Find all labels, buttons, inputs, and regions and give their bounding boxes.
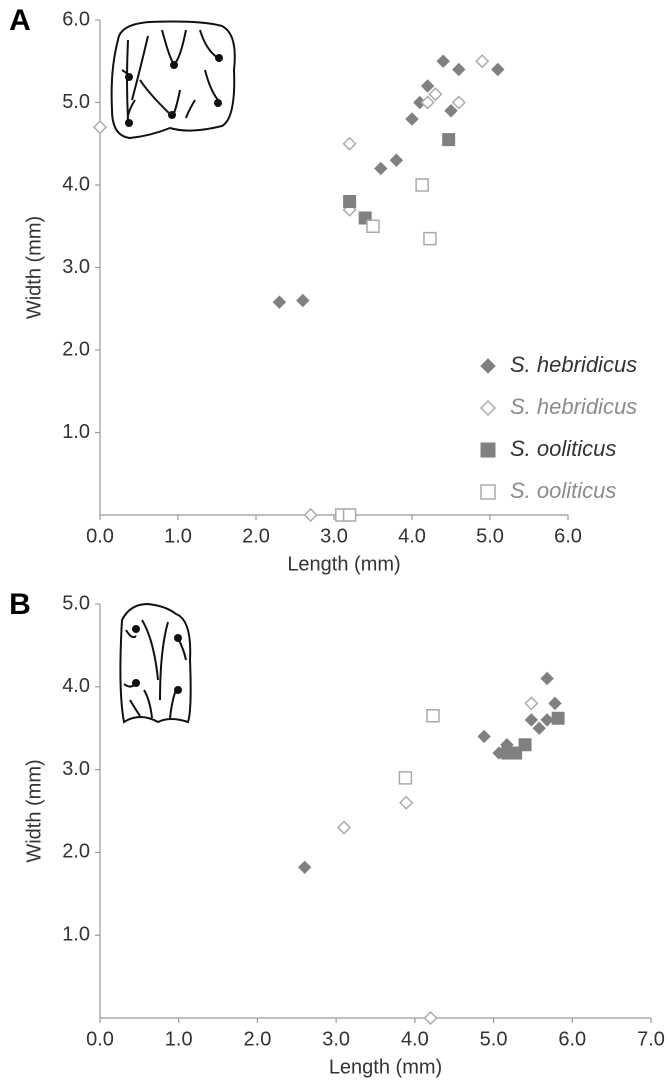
marker-diamond [548, 696, 562, 711]
marker-diamond [436, 54, 450, 68]
marker-diamond [336, 820, 352, 835]
marker-diamond [389, 153, 404, 167]
marker-diamond [532, 721, 546, 735]
marker-square [442, 133, 456, 147]
marker-diamond [423, 1010, 438, 1026]
x-tick-label: 5.0 [480, 1028, 508, 1050]
legend-label: S. hebridicus [510, 394, 637, 419]
marker-diamond [92, 120, 108, 135]
tooth-sketch-a [110, 20, 236, 140]
x-tick-label: 2.0 [242, 525, 270, 547]
marker-diamond [524, 713, 539, 727]
x-tick-label: 4.0 [398, 525, 426, 547]
y-tick-label: 5.0 [62, 592, 90, 614]
x-tick-label: 1.0 [165, 1028, 193, 1050]
marker-diamond [451, 95, 466, 110]
marker-square [423, 231, 437, 246]
x-tick-label: 5.0 [476, 525, 504, 547]
y-tick-label: 4.0 [62, 173, 90, 195]
marker-square [518, 738, 532, 752]
marker-diamond [342, 136, 357, 151]
marker-diamond [399, 795, 414, 810]
x-axis-label: Length (mm) [287, 553, 400, 575]
marker-square [366, 219, 380, 233]
marker-diamond [374, 161, 388, 176]
legend-label: S. hebridicus [510, 352, 637, 377]
y-tick-label: 3.0 [62, 256, 90, 278]
marker-diamond [272, 295, 287, 309]
marker-square [342, 508, 357, 522]
tooth-sketch-b [119, 602, 192, 724]
marker-diamond [524, 696, 539, 711]
x-axis-label: Length (mm) [329, 1056, 442, 1078]
marker-diamond [405, 112, 419, 126]
marker-square [426, 709, 440, 723]
x-tick-label: 1.0 [164, 525, 192, 547]
marker-square [343, 195, 357, 208]
marker-diamond [477, 729, 491, 744]
marker-diamond [540, 713, 554, 727]
x-tick-label: 6.0 [558, 1028, 586, 1050]
y-axis-label: Width (mm) [23, 216, 45, 319]
x-tick-label: 6.0 [554, 525, 582, 547]
y-tick-label: 1.0 [62, 923, 90, 945]
y-tick-label: 3.0 [62, 758, 90, 780]
marker-diamond [420, 95, 435, 110]
marker-diamond [475, 54, 490, 69]
x-tick-label: 0.0 [86, 525, 114, 547]
y-tick-label: 5.0 [62, 91, 90, 113]
marker-diamond [540, 671, 554, 686]
y-tick-label: 4.0 [62, 675, 90, 697]
marker-diamond [444, 104, 458, 118]
panel-label: A [9, 4, 31, 37]
legend-label: S. ooliticus [510, 436, 616, 461]
marker-diamond [303, 507, 318, 523]
marker-square [551, 711, 565, 725]
x-tick-label: 7.0 [637, 1028, 665, 1050]
marker-diamond [479, 399, 497, 417]
marker-diamond [420, 79, 435, 93]
marker-square [480, 442, 496, 458]
marker-diamond [491, 62, 505, 77]
y-tick-label: 1.0 [62, 421, 90, 443]
marker-diamond [428, 87, 443, 102]
marker-square [415, 178, 429, 192]
panel-label: B [9, 588, 31, 621]
x-tick-label: 2.0 [244, 1028, 272, 1050]
marker-diamond [480, 358, 496, 374]
marker-square [480, 484, 496, 500]
x-tick-label: 3.0 [320, 525, 348, 547]
x-tick-label: 3.0 [322, 1028, 350, 1050]
marker-diamond [452, 62, 466, 77]
legend-label: S. ooliticus [510, 478, 616, 503]
x-tick-label: 4.0 [401, 1028, 429, 1050]
y-tick-label: 2.0 [62, 338, 90, 360]
marker-diamond [296, 293, 310, 308]
marker-diamond [297, 860, 312, 875]
y-tick-label: 2.0 [62, 841, 90, 863]
y-tick-label: 6.0 [62, 8, 90, 30]
x-tick-label: 0.0 [86, 1028, 114, 1050]
marker-square [398, 771, 413, 785]
y-axis-label: Width (mm) [23, 759, 45, 862]
